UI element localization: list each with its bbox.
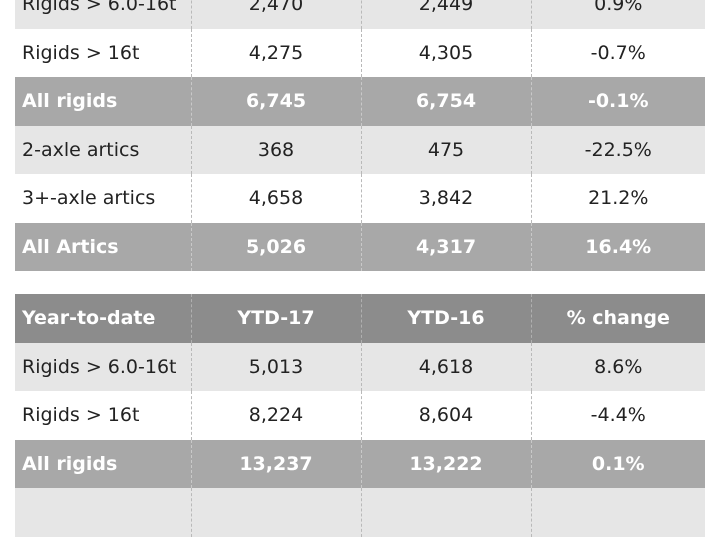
change-cell: 21.2% bbox=[531, 174, 705, 223]
change-cell: -4.4% bbox=[531, 391, 705, 440]
value-cell: 8,604 bbox=[361, 391, 532, 440]
value-cell: 2,470 bbox=[191, 0, 362, 29]
change-cell bbox=[531, 488, 705, 537]
value-cell bbox=[361, 488, 532, 537]
table-row: Rigids > 6.0-16t 2,470 2,449 0.9% bbox=[15, 0, 705, 29]
value-cell: 5,026 bbox=[191, 222, 362, 271]
row-label: Rigids > 16t bbox=[15, 28, 192, 77]
row-label: All Artics bbox=[15, 222, 192, 271]
value-cell: 13,222 bbox=[361, 439, 532, 488]
value-cell: 4,317 bbox=[361, 222, 532, 271]
value-cell: 6,754 bbox=[361, 77, 532, 126]
row-label bbox=[15, 488, 192, 537]
row-label: Rigids > 6.0-16t bbox=[15, 342, 192, 391]
total-row: All rigids 13,237 13,222 0.1% bbox=[15, 439, 705, 488]
table-row: 2-axle artics 368 475 -22.5% bbox=[15, 125, 705, 174]
value-cell bbox=[191, 488, 362, 537]
value-cell: 475 bbox=[361, 125, 532, 174]
value-cell: 2,449 bbox=[361, 0, 532, 29]
table-row: Rigids > 6.0-16t 5,013 4,618 8.6% bbox=[15, 342, 705, 391]
table-row: Rigids > 16t 4,275 4,305 -0.7% bbox=[15, 28, 705, 77]
row-label: All rigids bbox=[15, 439, 192, 488]
row-label: Rigids > 6.0-16t bbox=[15, 0, 192, 29]
value-cell: 4,658 bbox=[191, 174, 362, 223]
change-cell: 16.4% bbox=[531, 222, 705, 271]
change-cell: 0.1% bbox=[531, 439, 705, 488]
value-cell: 8,224 bbox=[191, 391, 362, 440]
change-cell: -0.7% bbox=[531, 28, 705, 77]
value-cell: 4,618 bbox=[361, 342, 532, 391]
value-cell: 4,305 bbox=[361, 28, 532, 77]
monthly-registrations-table: Rigids > 6.0-16t 2,470 2,449 0.9% Rigids… bbox=[15, 0, 705, 271]
value-cell: 13,237 bbox=[191, 439, 362, 488]
row-label: Rigids > 16t bbox=[15, 391, 192, 440]
row-label: All rigids bbox=[15, 77, 192, 126]
change-cell: 0.9% bbox=[531, 0, 705, 29]
value-cell: 6,745 bbox=[191, 77, 362, 126]
table-row bbox=[15, 488, 705, 537]
total-row: All rigids 6,745 6,754 -0.1% bbox=[15, 77, 705, 126]
change-cell: 8.6% bbox=[531, 342, 705, 391]
value-cell: 3,842 bbox=[361, 174, 532, 223]
row-label: 3+-axle artics bbox=[15, 174, 192, 223]
value-cell: 368 bbox=[191, 125, 362, 174]
column-header: Year-to-date bbox=[15, 294, 192, 343]
column-header: YTD-16 bbox=[361, 294, 532, 343]
table-row: 3+-axle artics 4,658 3,842 21.2% bbox=[15, 174, 705, 223]
change-cell: -22.5% bbox=[531, 125, 705, 174]
row-label: 2-axle artics bbox=[15, 125, 192, 174]
table-row: Rigids > 16t 8,224 8,604 -4.4% bbox=[15, 391, 705, 440]
table-header-row: Year-to-date YTD-17 YTD-16 % change bbox=[15, 294, 705, 343]
total-row: All Artics 5,026 4,317 16.4% bbox=[15, 222, 705, 271]
value-cell: 4,275 bbox=[191, 28, 362, 77]
year-to-date-table: Year-to-date YTD-17 YTD-16 % change Rigi… bbox=[15, 294, 705, 537]
column-header: YTD-17 bbox=[191, 294, 362, 343]
value-cell: 5,013 bbox=[191, 342, 362, 391]
change-cell: -0.1% bbox=[531, 77, 705, 126]
column-header: % change bbox=[531, 294, 705, 343]
